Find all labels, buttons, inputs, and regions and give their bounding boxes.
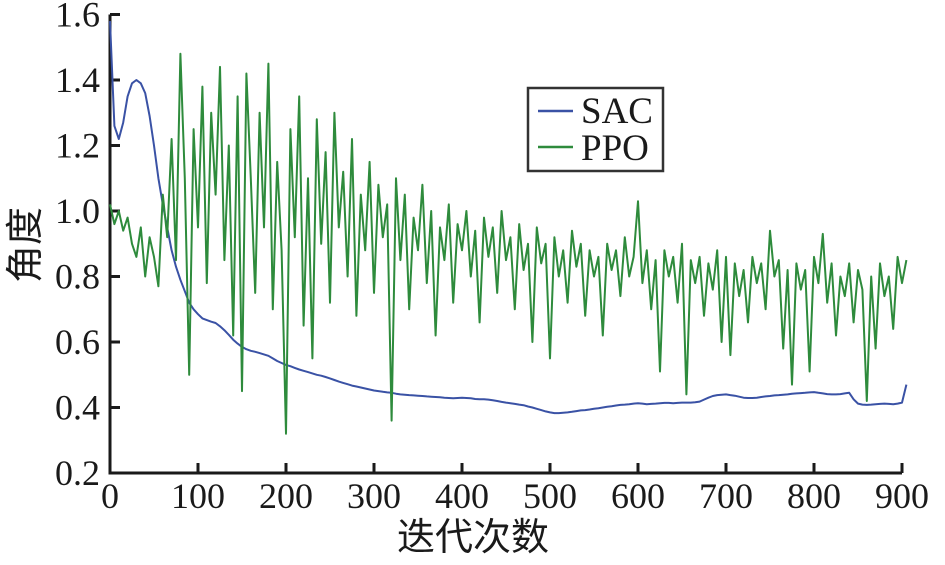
- legend: SAC PPO: [526, 86, 665, 173]
- y-tick-label: 1.4: [55, 60, 100, 100]
- x-tick-label: 0: [101, 476, 119, 516]
- x-tick-label: 100: [171, 476, 225, 516]
- y-tick-label: 1.0: [55, 191, 100, 231]
- x-tick-label: 900: [875, 476, 929, 516]
- legend-ppo-label: PPO: [581, 128, 649, 169]
- y-tick-label: 0.6: [55, 322, 100, 362]
- y-tick-label: 0.2: [55, 453, 100, 493]
- ppo-line: [109, 52, 908, 435]
- x-tick-label: 300: [347, 476, 401, 516]
- x-tick-label: 500: [523, 476, 577, 516]
- y-tick-label: 0.4: [55, 388, 100, 428]
- legend-box: [526, 86, 665, 173]
- x-tick-label: 700: [699, 476, 753, 516]
- axes: 0 100 200 300 400 500 600 700 800 900 0.2 0.4 0.6 0.8…: [55, 0, 929, 516]
- x-tick-label: 600: [611, 476, 665, 516]
- legend-sac-label: SAC: [581, 91, 653, 132]
- y-tick-label: 1.6: [55, 0, 100, 35]
- y-tick-label: 1.2: [55, 126, 100, 166]
- x-tick-label: 400: [435, 476, 489, 516]
- y-axis-title: 角度: [5, 207, 47, 283]
- series: [109, 21, 908, 435]
- x-axis-title: 迭代次数: [397, 517, 549, 559]
- x-tick-label: 200: [259, 476, 313, 516]
- axis-spines: [108, 14, 902, 475]
- y-tick-label: 0.8: [55, 257, 100, 297]
- x-tick-label: 800: [787, 476, 841, 516]
